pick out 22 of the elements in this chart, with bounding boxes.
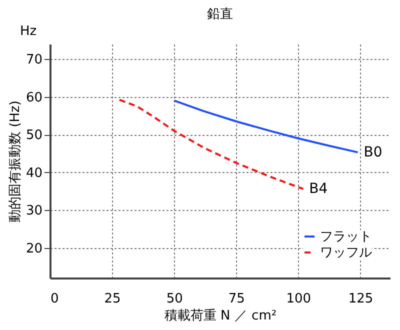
y-tick-label: 30 <box>26 204 42 219</box>
x-tick-label: 0 <box>50 292 59 306</box>
x-axis-title: 積載荷重 N ／ cm² <box>164 308 277 324</box>
legend-label: ワッフル <box>320 246 372 260</box>
text: Hz <box>20 24 37 39</box>
x-tick-label: 50 <box>166 292 183 306</box>
annotation: B0 <box>364 144 382 160</box>
y-tick-label: 50 <box>26 128 42 144</box>
y-tick-label: 70 <box>26 52 42 68</box>
x-tick-label: 25 <box>104 292 121 306</box>
annotation: B4 <box>309 180 328 197</box>
line-series <box>118 98 304 190</box>
chart-title: 鉛直 <box>207 7 233 22</box>
x-tick-label: 100 <box>286 292 312 306</box>
y-tick-label: 60 <box>26 90 42 106</box>
line-series <box>173 100 359 154</box>
y-tick-label: 40 <box>26 166 42 181</box>
x-tick-label: 75 <box>228 292 245 306</box>
legend-label: フラット <box>320 230 372 244</box>
y-tick-label: 20 <box>26 241 42 256</box>
y-axis-title: 動的固有振動数 (Hz) <box>8 100 23 222</box>
x-tick-label: 125 <box>348 292 374 306</box>
